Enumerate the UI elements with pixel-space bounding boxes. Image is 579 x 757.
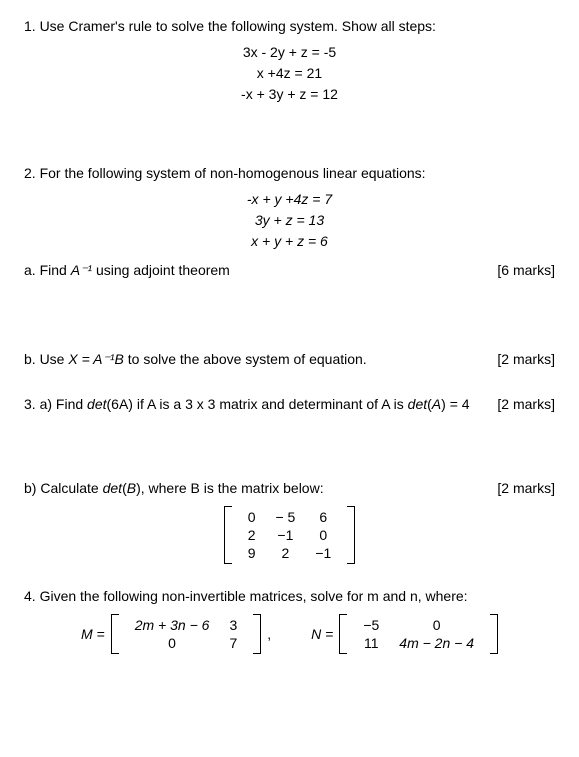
q4-prompt: 4. Given the following non-invertible ma… [24, 588, 555, 604]
matrix-b-bracket: 0− 56 2−10 92−1 [224, 506, 356, 564]
m-label: M = [81, 626, 105, 642]
q1-eq1: 3x - 2y + z = -5 [24, 42, 555, 63]
mb-12: 0 [305, 526, 341, 544]
q2-prompt: 2. For the following system of non-homog… [24, 165, 555, 181]
bracket-left-icon [224, 506, 232, 564]
q3b-marks: [2 marks] [497, 480, 555, 496]
mm-10: 0 [125, 634, 220, 652]
bracket-right-icon [490, 614, 498, 654]
mb-01: − 5 [265, 508, 305, 526]
matrix-n: −50 114m − 2n − 4 [339, 614, 498, 654]
mb-20: 9 [238, 544, 266, 562]
bracket-right-icon [253, 614, 261, 654]
mm-11: 7 [219, 634, 247, 652]
bracket-left-icon [111, 614, 119, 654]
bracket-right-icon [347, 506, 355, 564]
mb-11: −1 [265, 526, 305, 544]
mb-02: 6 [305, 508, 341, 526]
mb-21: 2 [265, 544, 305, 562]
mn-01: 0 [389, 616, 484, 634]
q2-equations: -x + y +4z = 7 3y + z = 13 x + y + z = 6 [24, 189, 555, 252]
mn-10: 11 [353, 634, 389, 652]
q2-eq1: -x + y +4z = 7 [24, 189, 555, 210]
comma: , [267, 626, 271, 642]
q3a-marks: [2 marks] [497, 396, 555, 412]
question-2: 2. For the following system of non-homog… [24, 165, 555, 368]
question-3a: 3. a) Find det(6A) if A is a 3 x 3 matri… [24, 396, 555, 412]
matrix-m-item: M = 2m + 3n − 63 07 , [81, 614, 271, 654]
q3a-text: 3. a) Find det(6A) if A is a 3 x 3 matri… [24, 396, 470, 412]
matrix-m-table: 2m + 3n − 63 07 [125, 616, 248, 652]
q1-eq2: x +4z = 21 [24, 63, 555, 84]
question-3b: b) Calculate det(B), where B is the matr… [24, 480, 555, 496]
q2a-marks: [6 marks] [497, 262, 555, 278]
q2b-pre: b. Use [24, 351, 68, 367]
bracket-left-icon [339, 614, 347, 654]
mb-00: 0 [238, 508, 266, 526]
q2a-post: using adjoint theorem [92, 262, 230, 278]
q2b-post: to solve the above system of equation. [124, 351, 367, 367]
matrix-n-item: N = −50 114m − 2n − 4 [311, 614, 498, 654]
matrix-n-table: −50 114m − 2n − 4 [353, 616, 484, 652]
question-1: 1. Use Cramer's rule to solve the follow… [24, 18, 555, 105]
q2a-mid: A⁻¹ [71, 262, 92, 278]
q2a-pre: a. Find [24, 262, 71, 278]
matrix-b-table: 0− 56 2−10 92−1 [238, 508, 342, 562]
matrix-b: 0− 56 2−10 92−1 [24, 506, 555, 564]
mm-01: 3 [219, 616, 247, 634]
matrix-m: 2m + 3n − 63 07 [111, 614, 262, 654]
q4-matrices: M = 2m + 3n − 63 07 , N = −50 114m − 2n … [24, 614, 555, 654]
q2-eq3: x + y + z = 6 [24, 231, 555, 252]
mb-22: −1 [305, 544, 341, 562]
n-label: N = [311, 626, 333, 642]
mn-00: −5 [353, 616, 389, 634]
q3b-text: b) Calculate det(B), where B is the matr… [24, 480, 324, 496]
q1-prompt: 1. Use Cramer's rule to solve the follow… [24, 18, 555, 34]
mb-10: 2 [238, 526, 266, 544]
question-4: 4. Given the following non-invertible ma… [24, 588, 555, 654]
q2b: b. Use X = A⁻¹B to solve the above syste… [24, 351, 555, 368]
q2b-mid: X = A⁻¹B [68, 351, 124, 367]
q2b-label: b. Use X = A⁻¹B to solve the above syste… [24, 351, 477, 368]
q2b-marks: [2 marks] [497, 351, 555, 367]
q2a-label: a. Find A⁻¹ using adjoint theorem [24, 262, 477, 279]
q2a: a. Find A⁻¹ using adjoint theorem [6 mar… [24, 262, 555, 279]
q1-eq3: -x + 3y + z = 12 [24, 84, 555, 105]
q2-eq2: 3y + z = 13 [24, 210, 555, 231]
q1-equations: 3x - 2y + z = -5 x +4z = 21 -x + 3y + z … [24, 42, 555, 105]
mn-11: 4m − 2n − 4 [389, 634, 484, 652]
mm-00: 2m + 3n − 6 [125, 616, 220, 634]
